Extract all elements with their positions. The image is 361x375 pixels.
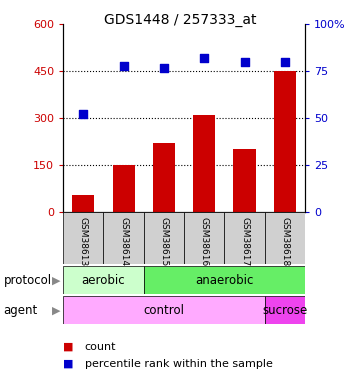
Text: ▶: ▶ [52, 275, 60, 285]
Bar [104, 212, 144, 264]
Bar [265, 212, 305, 264]
Bar [113, 165, 135, 212]
Text: GSM38616: GSM38616 [200, 217, 209, 266]
Text: GSM38617: GSM38617 [240, 217, 249, 266]
Point [161, 64, 167, 70]
Point [81, 111, 86, 117]
Text: anaerobic: anaerobic [195, 274, 254, 287]
Text: ■: ■ [63, 359, 74, 369]
Text: control: control [143, 304, 184, 317]
Text: agent: agent [4, 304, 38, 317]
Bar [63, 296, 265, 324]
Bar [144, 266, 305, 294]
Point [121, 63, 126, 69]
Bar [184, 212, 225, 264]
Bar [225, 212, 265, 264]
Text: GSM38615: GSM38615 [160, 217, 169, 266]
Text: GDS1448 / 257333_at: GDS1448 / 257333_at [104, 13, 257, 27]
Bar [193, 115, 216, 212]
Bar [274, 71, 296, 212]
Bar [234, 149, 256, 212]
Text: protocol: protocol [4, 274, 52, 287]
Point [282, 59, 288, 65]
Bar [265, 296, 305, 324]
Bar [153, 143, 175, 212]
Text: GSM38614: GSM38614 [119, 217, 128, 266]
Point [242, 59, 248, 65]
Point [201, 55, 207, 61]
Text: count: count [85, 342, 116, 352]
Text: aerobic: aerobic [82, 274, 125, 287]
Text: percentile rank within the sample: percentile rank within the sample [85, 359, 273, 369]
Text: sucrose: sucrose [262, 304, 308, 317]
Text: GSM38618: GSM38618 [280, 217, 290, 266]
Bar [144, 212, 184, 264]
Bar [63, 266, 144, 294]
Text: ■: ■ [63, 342, 74, 352]
Text: ▶: ▶ [52, 305, 60, 315]
Bar [72, 195, 95, 212]
Bar [63, 212, 104, 264]
Text: GSM38613: GSM38613 [79, 217, 88, 266]
